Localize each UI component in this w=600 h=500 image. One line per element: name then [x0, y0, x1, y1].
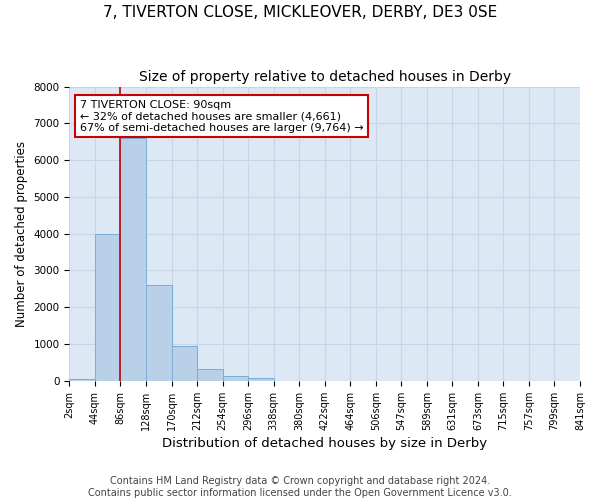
Bar [121, 138, 146, 381]
Bar [172, 346, 197, 381]
Text: 7 TIVERTON CLOSE: 90sqm
← 32% of detached houses are smaller (4,661)
67% of semi: 7 TIVERTON CLOSE: 90sqm ← 32% of detache… [80, 100, 363, 133]
Bar [95, 234, 121, 381]
Title: Size of property relative to detached houses in Derby: Size of property relative to detached ho… [139, 70, 511, 84]
Bar [70, 378, 95, 381]
Bar [197, 369, 223, 381]
Bar [223, 376, 248, 381]
Text: 7, TIVERTON CLOSE, MICKLEOVER, DERBY, DE3 0SE: 7, TIVERTON CLOSE, MICKLEOVER, DERBY, DE… [103, 5, 497, 20]
Bar [248, 378, 274, 381]
Text: Contains HM Land Registry data © Crown copyright and database right 2024.
Contai: Contains HM Land Registry data © Crown c… [88, 476, 512, 498]
Y-axis label: Number of detached properties: Number of detached properties [15, 140, 28, 326]
X-axis label: Distribution of detached houses by size in Derby: Distribution of detached houses by size … [162, 437, 487, 450]
Bar [146, 285, 172, 381]
